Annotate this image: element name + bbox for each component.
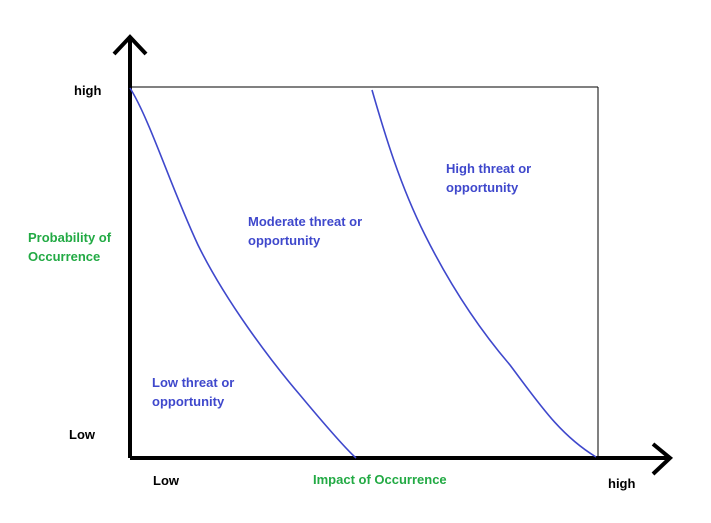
x-axis-low-label: Low <box>153 473 179 488</box>
y-axis-title-line2: Occurrence <box>28 249 101 264</box>
high-threat-region-label: High threat or opportunity <box>446 159 531 197</box>
moderate-threat-line2: opportunity <box>248 233 321 248</box>
y-axis-arrow-icon <box>112 34 148 56</box>
y-axis-high-label: high <box>74 83 102 98</box>
y-axis-title-line1: Probability of <box>28 230 112 245</box>
moderate-threat-region-label: Moderate threat or opportunity <box>248 212 362 250</box>
x-axis-high-label: high <box>608 476 636 491</box>
y-axis-low-label: Low <box>69 427 95 442</box>
high-threat-line2: opportunity <box>446 180 519 195</box>
x-axis-arrow-icon <box>651 442 674 476</box>
y-axis-title: Probability of Occurrence <box>28 228 111 266</box>
moderate-threat-line1: Moderate threat or <box>248 214 363 229</box>
moderate-high-boundary-curve <box>371 89 597 458</box>
x-axis-title: Impact of Occurrence <box>313 472 447 487</box>
low-threat-line2: opportunity <box>152 394 225 409</box>
low-threat-line1: Low threat or <box>152 375 235 390</box>
low-moderate-boundary-curve <box>129 87 357 459</box>
high-threat-line1: High threat or <box>446 161 532 176</box>
low-threat-region-label: Low threat or opportunity <box>152 373 234 411</box>
